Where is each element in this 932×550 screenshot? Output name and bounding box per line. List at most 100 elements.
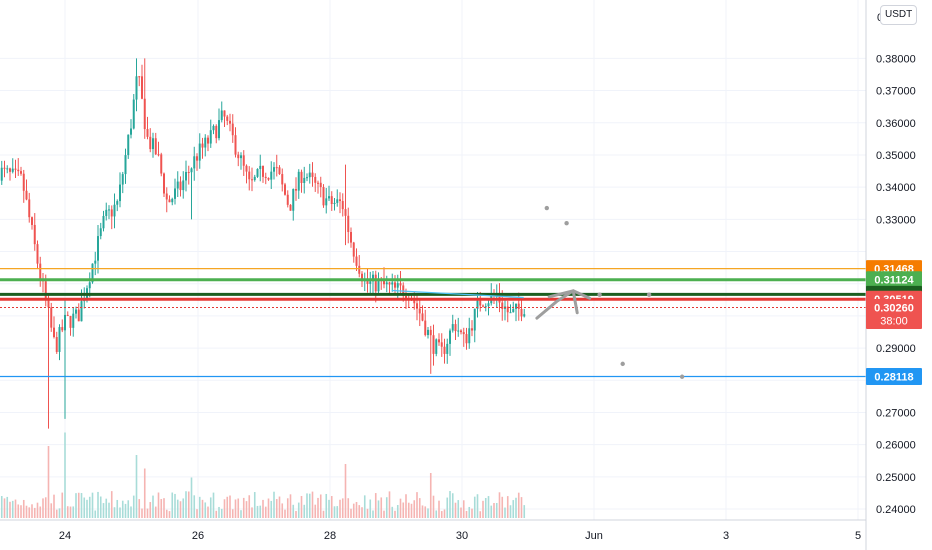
volume-bar [154,506,157,518]
volume-bar [77,492,80,518]
price-tick-label: 0.29000 [876,343,916,355]
volume-bar [273,491,275,518]
candle-body [424,320,427,336]
candle-body [311,172,314,177]
volume-bar [176,499,179,518]
volume-bar [484,497,487,518]
candle-body [344,209,347,216]
volume-bar [372,510,374,518]
volume-bar [163,498,165,518]
candle-body [462,332,465,335]
candle-body [281,174,284,185]
volume-bar [201,499,204,518]
volume-bar [391,506,394,518]
candle-body [231,123,234,136]
volume-bar [69,506,72,518]
volume-bar [171,492,174,518]
volume-bar [416,492,418,518]
volume-bar [132,495,135,518]
volume-bar [108,502,110,518]
volume-bar [300,495,303,518]
candle-body [366,280,369,284]
candle-body [157,154,160,156]
price-tick-label: 0.38000 [876,53,916,65]
horizontal-price-lines[interactable] [0,268,866,378]
candle-body [295,188,297,191]
volume-bar [212,492,215,518]
candle-body [119,184,121,202]
currency-selector-button[interactable]: USDT [880,5,918,25]
candle-body [284,184,286,195]
candle-body [468,328,471,344]
candle-body [102,215,105,229]
candle-body [396,283,399,288]
volume-bar [462,500,465,518]
candle-body [110,209,113,217]
candle-body [476,300,479,309]
volume-bar [99,496,102,518]
candle-body [303,177,306,184]
candle-body [512,308,515,313]
volume-bar [471,508,473,518]
candle-body [113,204,116,217]
candle-body [61,327,64,331]
volume-bar [443,509,446,518]
time-axis[interactable]: 24 26 28 30 Jun 3 5 [59,530,861,542]
volume-bar [39,506,42,518]
candle-body [3,167,6,169]
volume-bar [80,493,83,518]
volume-bar [190,477,193,518]
time-tick-label: 28 [324,530,336,542]
candle-body [292,188,295,211]
volume-bar [339,499,341,518]
candle-body [14,168,17,170]
volume-bar [165,509,168,518]
price-badge [866,367,922,385]
time-tick-label: 5 [855,530,861,542]
volume-bar [306,493,308,518]
volume-bar [281,503,284,518]
candle-body [207,137,209,144]
candle-body [435,339,438,354]
candle-body [314,176,317,183]
candle-body [176,181,179,189]
volume-bar [289,494,292,518]
volume-bar [88,496,91,518]
volume-bar [105,498,108,518]
volume-bar [451,493,454,518]
time-tick-label: 30 [456,530,468,542]
candle-body [297,171,300,191]
candle-body [427,329,429,336]
candle-body [28,199,31,218]
volume-bar [28,507,31,518]
volume-bar [383,510,385,518]
candle-body [482,305,484,307]
volume-bar [303,504,306,518]
volume-bar [209,497,212,518]
volume-bar [264,506,267,518]
drawings[interactable] [391,205,685,379]
candle-body [97,236,99,261]
volume-bar [476,494,479,518]
price-axis[interactable]: 0.38000 0.37000 0.36000 0.35000 0.34000 0.330… [876,53,916,516]
volume-bar [336,506,339,518]
candlesticks[interactable] [0,58,526,429]
candle-body [58,327,61,352]
volume-bar [25,505,28,518]
candle-body [20,171,22,174]
candle-body [460,330,462,333]
volume-bar [317,497,319,518]
volume-bar [278,496,281,518]
candle-body [99,228,102,237]
candle-body [124,155,127,175]
candle-body [328,196,330,199]
candle-body [325,198,328,206]
volume-bar [435,510,438,518]
candle-body [449,330,451,344]
candle-body [405,295,407,299]
volume-bar [130,506,132,518]
volume-bar [102,503,105,518]
candle-body [270,171,273,180]
volume-bar [141,508,143,518]
